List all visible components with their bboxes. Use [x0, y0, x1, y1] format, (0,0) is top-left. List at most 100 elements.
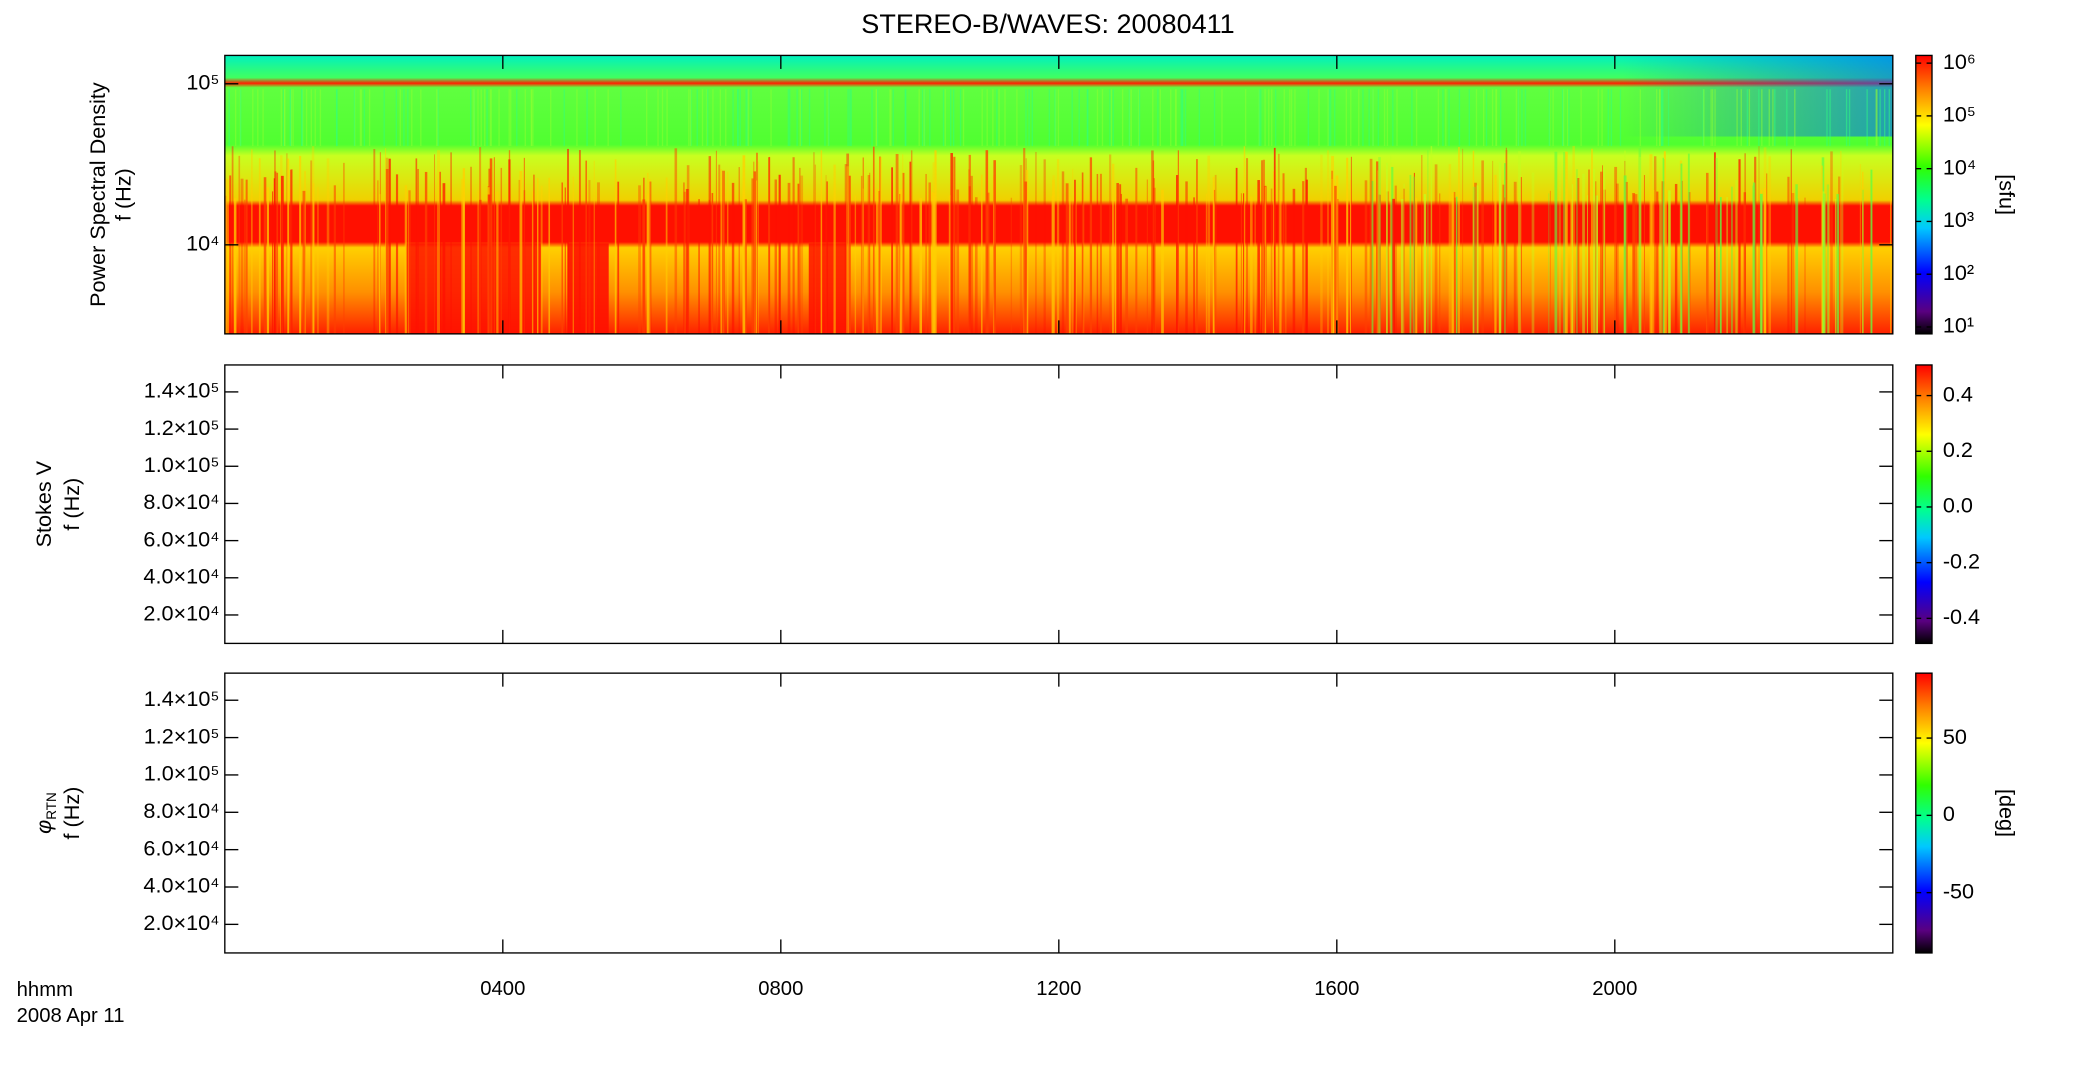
- spectrogram-texture: [1243, 193, 1245, 334]
- spectrogram-texture: [696, 89, 698, 146]
- spectrogram-texture: [1485, 89, 1488, 146]
- spectrogram-texture: [1282, 173, 1285, 334]
- spectrogram-texture: [317, 186, 319, 334]
- spectrogram-texture: [942, 89, 945, 146]
- spectrogram-texture: [1329, 89, 1332, 146]
- spectrogram-texture: [530, 89, 533, 146]
- spectrogram-texture: [490, 89, 492, 146]
- spectrogram-texture: [1010, 197, 1013, 334]
- spectrogram-texture: [1502, 184, 1505, 334]
- spectrogram-texture: [1392, 89, 1394, 146]
- spectrogram-texture: [353, 89, 356, 146]
- spectrogram-texture: [1643, 175, 1645, 334]
- spectrogram-texture: [1235, 167, 1238, 334]
- spectrogram-texture: [718, 164, 721, 334]
- spectrogram-texture: [588, 180, 591, 334]
- colorbar-label: [sfu]: [1994, 174, 2019, 215]
- spectrogram-texture: [1334, 185, 1337, 334]
- spectrogram-texture: [878, 190, 880, 334]
- spectrogram-texture: [487, 194, 491, 334]
- y-tick-label: 6.0×10⁴: [143, 526, 219, 551]
- spectrogram-texture: [1389, 184, 1391, 334]
- spectrogram-texture: [286, 153, 288, 334]
- spectrogram-texture: [1069, 197, 1072, 334]
- spectrogram-texture: [1302, 181, 1305, 334]
- spectrogram-texture: [1659, 199, 1663, 334]
- spectrogram-texture: [1054, 89, 1056, 146]
- spectrogram-texture: [1633, 194, 1635, 334]
- spectrogram-texture: [1052, 179, 1055, 334]
- spectrogram-texture: [578, 150, 581, 334]
- spectrogram-texture: [1285, 195, 1287, 334]
- spectrogram-texture: [1337, 198, 1339, 334]
- y-axis-label: f (Hz): [111, 168, 136, 221]
- spectrogram-texture: [797, 183, 800, 334]
- spectrogram-texture: [238, 155, 241, 334]
- spectrogram-texture: [1394, 185, 1397, 334]
- spectrogram-texture: [850, 89, 852, 146]
- spectrogram-texture: [742, 155, 746, 334]
- spectrogram-texture: [1075, 190, 1077, 334]
- spectrogram-texture: [665, 177, 668, 334]
- spectrogram-texture: [1554, 151, 1558, 334]
- spectrogram-texture: [808, 89, 811, 146]
- spectrogram-texture: [1504, 197, 1506, 334]
- spectrogram-texture: [923, 89, 925, 146]
- spectrogram-texture: [508, 89, 510, 146]
- spectrogram-texture: [1327, 89, 1329, 146]
- spectrogram-texture: [1649, 154, 1653, 334]
- spectrogram-texture: [726, 171, 729, 334]
- spectrogram-texture: [1840, 150, 1842, 334]
- spectrogram-texture: [1318, 89, 1320, 146]
- spectrogram-texture: [1766, 173, 1768, 334]
- spectrogram-texture: [849, 89, 851, 146]
- spectrogram-texture: [1427, 150, 1429, 334]
- colorbar-tick-label: 0.0: [1943, 493, 1973, 518]
- spectrogram-texture: [1257, 180, 1260, 334]
- spectrogram-texture: [1307, 89, 1310, 146]
- spectrogram-texture: [1845, 89, 1848, 146]
- spectrogram-texture: [1181, 89, 1183, 146]
- spectrogram-texture: [1602, 165, 1604, 334]
- spectrogram-texture: [1280, 178, 1282, 334]
- spectrogram-texture: [1254, 185, 1256, 334]
- spectrogram-texture: [1364, 180, 1368, 334]
- spectrogram-texture: [1662, 89, 1664, 146]
- spectrogram-texture: [593, 160, 595, 334]
- spectrogram-texture: [1491, 89, 1494, 146]
- spectrogram-texture: [500, 167, 503, 334]
- spectrogram-texture: [1830, 151, 1833, 334]
- spectrogram-texture: [620, 89, 622, 146]
- spectrogram-texture: [493, 157, 495, 334]
- x-axis-label: 2008 Apr 11: [17, 1005, 125, 1027]
- spectrogram-texture: [1517, 89, 1520, 146]
- spectrogram-texture: [872, 146, 875, 334]
- spectrogram-texture: [1821, 165, 1823, 334]
- spectrogram-texture: [1710, 89, 1712, 146]
- spectrogram-texture: [1601, 89, 1603, 146]
- spectrogram-texture: [1481, 160, 1484, 334]
- spectrogram-texture: [1580, 89, 1582, 146]
- spectrogram-texture: [1121, 89, 1124, 146]
- spectrogram-texture: [731, 182, 735, 334]
- spectrogram-texture: [1615, 183, 1619, 334]
- spectrogram-texture: [1445, 89, 1447, 146]
- spectrogram-texture: [461, 179, 464, 334]
- spectrogram-texture: [1711, 89, 1714, 146]
- spectrogram-texture: [531, 191, 534, 334]
- spectrogram-texture: [1790, 149, 1792, 334]
- spectrogram-texture: [1078, 89, 1080, 146]
- spectrogram-texture: [1403, 188, 1405, 334]
- spectrogram-texture: [271, 191, 274, 334]
- spectrogram-texture: [998, 89, 1000, 146]
- spectrogram-texture: [968, 186, 971, 334]
- spectrogram-texture: [1600, 171, 1603, 334]
- spectrogram-texture: [1822, 191, 1825, 334]
- spectrogram-texture: [891, 167, 893, 334]
- spectrogram-texture: [1500, 89, 1502, 146]
- spectrogram-texture: [722, 170, 725, 334]
- spectrogram-texture: [833, 164, 836, 334]
- spectrogram-texture: [825, 175, 827, 334]
- spectrogram-texture: [1475, 89, 1478, 146]
